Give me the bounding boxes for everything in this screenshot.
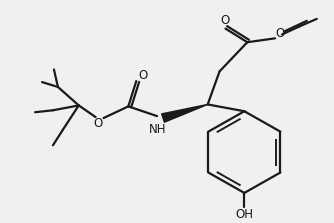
Polygon shape <box>162 104 208 122</box>
Text: NH: NH <box>149 123 167 136</box>
Text: OH: OH <box>235 208 254 221</box>
Text: O: O <box>276 27 285 40</box>
Text: methyl: methyl <box>300 24 305 25</box>
Text: O: O <box>220 14 229 27</box>
Text: O: O <box>139 69 148 82</box>
Text: O: O <box>93 117 102 130</box>
